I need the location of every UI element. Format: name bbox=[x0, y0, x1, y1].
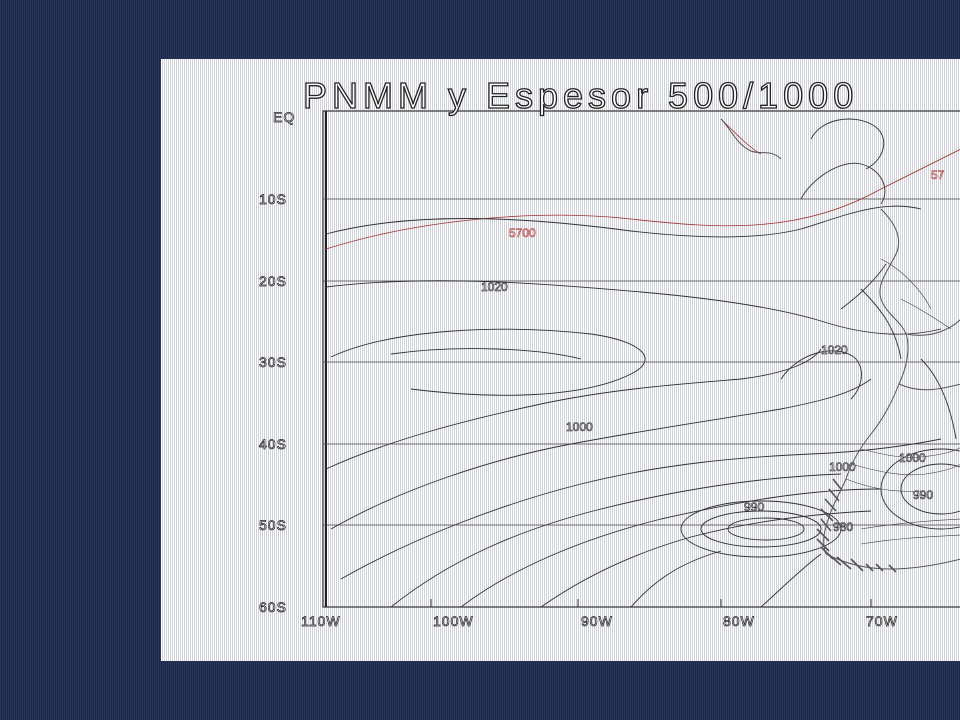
slide: EQ 10S 20S 30S 40S 50S 60S 110W 100W 90W… bbox=[161, 59, 960, 661]
isobar-labels: 1020 1020 1000 1000 990 990 980 5700 57 … bbox=[481, 168, 945, 535]
lon-ticks bbox=[430, 599, 872, 607]
isobar-label: 980 bbox=[833, 520, 853, 534]
dense-contours bbox=[845, 258, 960, 545]
isobar-label: 1020 bbox=[481, 280, 508, 294]
lon-label: 100W bbox=[433, 613, 474, 629]
isobar-label: 1020 bbox=[821, 343, 848, 357]
lat-label: 30S bbox=[259, 354, 287, 370]
isobar-label: 990 bbox=[744, 500, 764, 514]
lon-labels: 110W 100W 90W 80W 70W bbox=[301, 613, 898, 630]
lat-label: 20S bbox=[259, 273, 287, 289]
lat-label: EQ bbox=[273, 109, 295, 125]
isobar-label: 1000 bbox=[899, 451, 926, 465]
map-frame bbox=[322, 110, 960, 608]
thickness-label: 57 bbox=[931, 168, 945, 182]
isobar-contours bbox=[325, 118, 957, 608]
lon-label: 80W bbox=[723, 613, 755, 629]
coastal-hatching bbox=[816, 478, 897, 573]
low-pressure-rings bbox=[680, 448, 960, 558]
lat-label: 50S bbox=[259, 517, 287, 533]
isobar-label: 1000 bbox=[566, 420, 593, 434]
lon-label: 70W bbox=[866, 613, 898, 629]
lon-label: 110W bbox=[301, 613, 341, 629]
lat-label: 10S bbox=[259, 191, 287, 207]
lat-gridlines bbox=[323, 198, 960, 526]
lat-label: 60S bbox=[259, 599, 287, 615]
map-title: PNMM y Espesor 500/1000 bbox=[302, 74, 859, 116]
lat-label: 40S bbox=[259, 436, 287, 452]
isobar-label: 1000 bbox=[829, 460, 856, 474]
isobar-label: 990 bbox=[913, 488, 933, 502]
thickness-contours bbox=[325, 118, 960, 250]
lat-labels: EQ 10S 20S 30S 40S 50S 60S bbox=[259, 109, 295, 616]
weather-map: EQ 10S 20S 30S 40S 50S 60S 110W 100W 90W… bbox=[259, 109, 960, 630]
thickness-label: 5700 bbox=[509, 226, 536, 240]
lon-label: 90W bbox=[581, 613, 613, 629]
coastline bbox=[720, 118, 960, 570]
